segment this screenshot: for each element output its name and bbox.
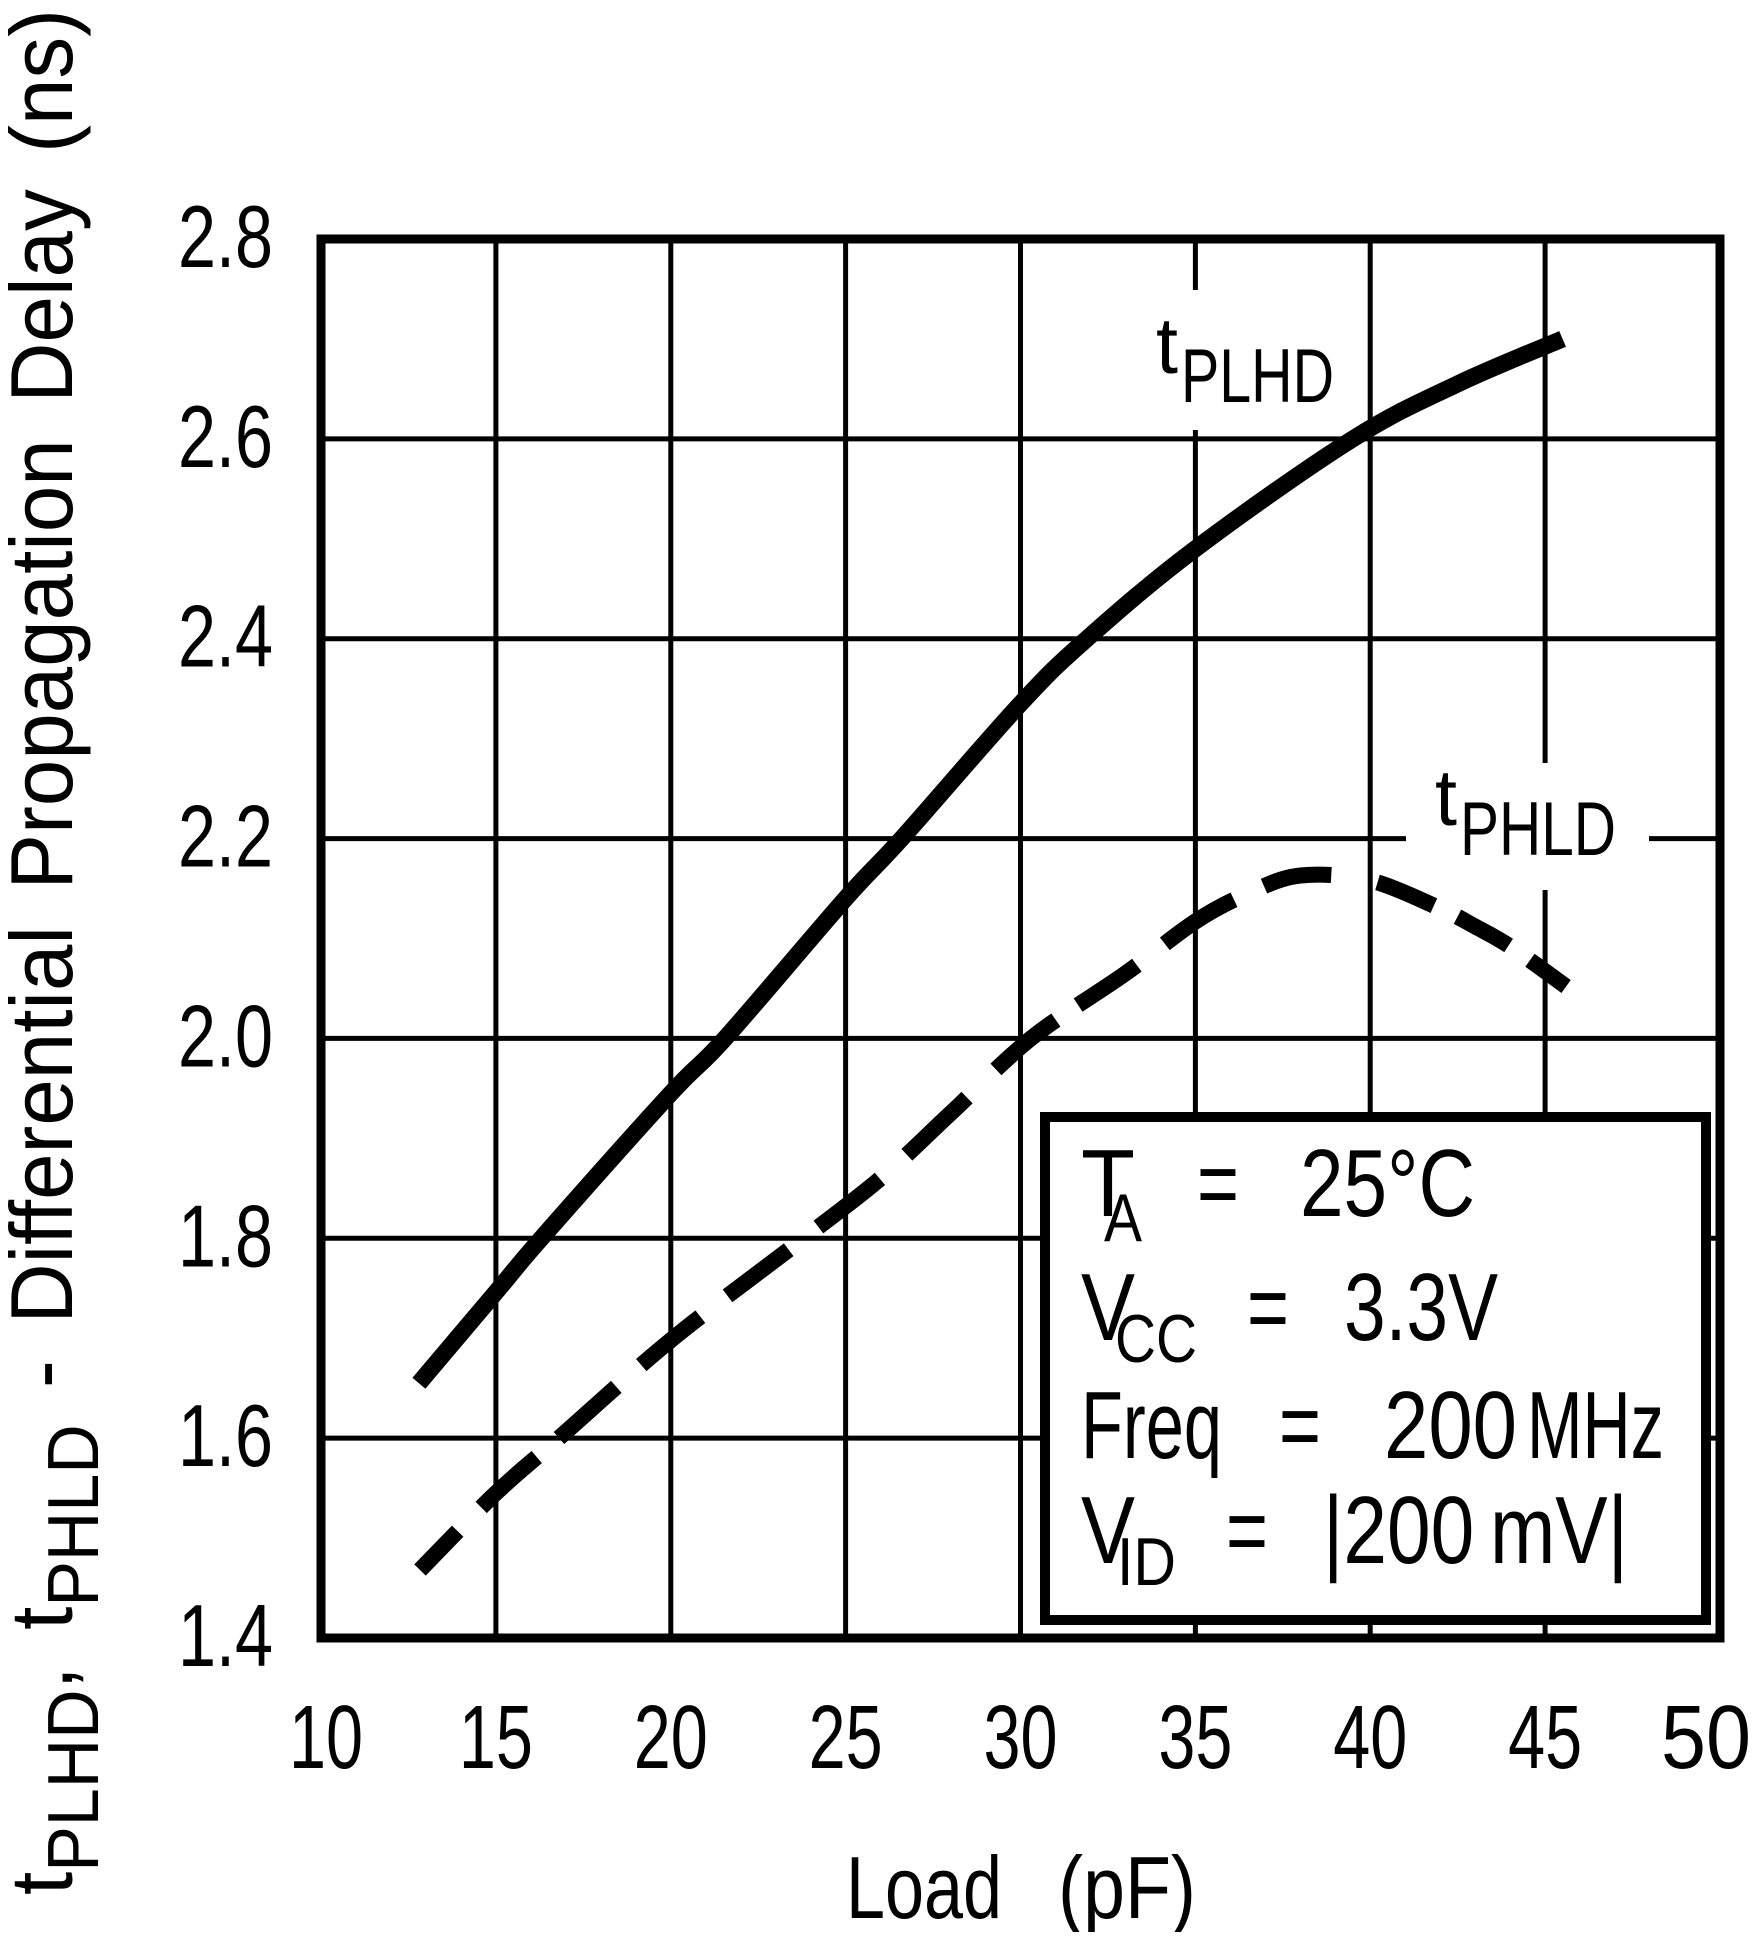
svg-text:Freq: Freq bbox=[1081, 1372, 1222, 1479]
svg-text:2.4: 2.4 bbox=[178, 587, 273, 686]
svg-text:tPLHD, tPHLD - Differential Pr: tPLHD, tPHLD - Differential Propagation … bbox=[0, 9, 114, 1895]
svg-text:T: T bbox=[1081, 1130, 1135, 1237]
svg-text:50: 50 bbox=[1661, 1688, 1751, 1788]
svg-text:35: 35 bbox=[1158, 1688, 1232, 1788]
svg-text:Load: Load bbox=[846, 1838, 1002, 1932]
svg-text:1.8: 1.8 bbox=[178, 1186, 273, 1285]
svg-text:45: 45 bbox=[1508, 1688, 1582, 1788]
svg-text:PHLD: PHLD bbox=[1460, 787, 1616, 872]
svg-text:CC: CC bbox=[1115, 1301, 1197, 1377]
svg-text:PLHD: PLHD bbox=[1181, 334, 1334, 419]
svg-text:25: 25 bbox=[809, 1688, 883, 1788]
svg-text:=: = bbox=[1247, 1254, 1289, 1361]
svg-text:1.4: 1.4 bbox=[178, 1586, 273, 1685]
svg-text:200: 200 bbox=[1384, 1372, 1517, 1479]
svg-text:25°C: 25°C bbox=[1300, 1130, 1475, 1237]
svg-text:2.0: 2.0 bbox=[178, 986, 273, 1085]
svg-text:2.6: 2.6 bbox=[178, 387, 273, 486]
svg-text:2.2: 2.2 bbox=[178, 787, 273, 886]
svg-text:1.6: 1.6 bbox=[178, 1386, 273, 1485]
svg-text:2.8: 2.8 bbox=[178, 187, 273, 286]
svg-text:=: = bbox=[1197, 1130, 1239, 1237]
svg-text:MHz: MHz bbox=[1527, 1372, 1664, 1479]
svg-text:V: V bbox=[1081, 1477, 1135, 1584]
svg-text:20: 20 bbox=[634, 1688, 708, 1788]
svg-text:10: 10 bbox=[289, 1688, 363, 1788]
svg-text:=: = bbox=[1226, 1477, 1268, 1584]
svg-text:(pF): (pF) bbox=[1058, 1838, 1196, 1932]
svg-text:15: 15 bbox=[459, 1688, 533, 1788]
svg-text:t: t bbox=[1156, 301, 1178, 390]
svg-text:30: 30 bbox=[984, 1688, 1058, 1788]
svg-text:40: 40 bbox=[1333, 1688, 1407, 1788]
svg-text:|200 mV|: |200 mV| bbox=[1323, 1477, 1628, 1584]
svg-text:V: V bbox=[1081, 1254, 1135, 1361]
svg-text:=: = bbox=[1279, 1372, 1321, 1479]
svg-text:ID: ID bbox=[1117, 1524, 1176, 1600]
svg-text:t: t bbox=[1435, 753, 1457, 842]
svg-text:3.3V: 3.3V bbox=[1344, 1254, 1498, 1361]
svg-text:A: A bbox=[1104, 1180, 1143, 1256]
